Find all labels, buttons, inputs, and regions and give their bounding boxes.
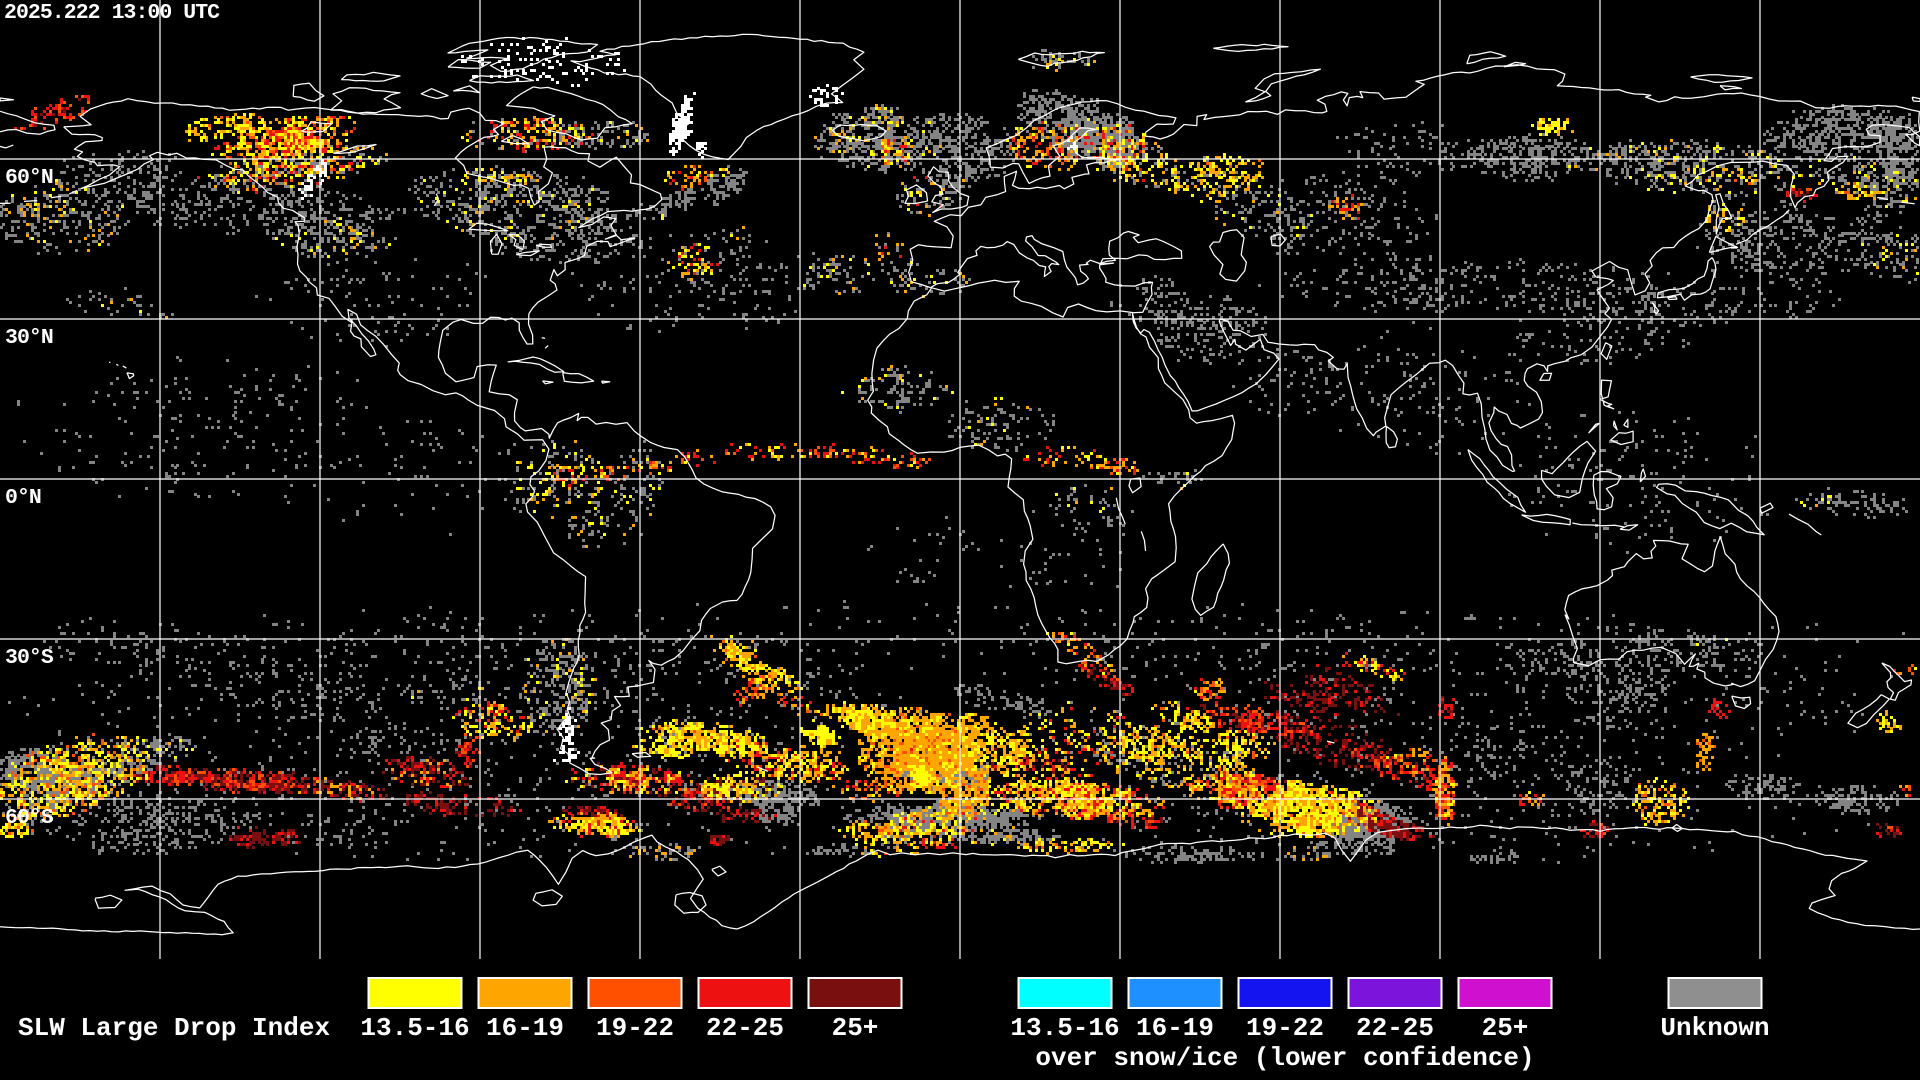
svg-text:19-22: 19-22 (596, 1013, 674, 1043)
svg-text:13.5-16: 13.5-16 (1010, 1013, 1119, 1043)
svg-text:22-25: 22-25 (706, 1013, 784, 1043)
svg-text:Unknown: Unknown (1660, 1013, 1769, 1043)
svg-text:16-19: 16-19 (1136, 1013, 1214, 1043)
svg-text:19-22: 19-22 (1246, 1013, 1324, 1043)
svg-text:60°N: 60°N (5, 166, 53, 190)
svg-text:SLW Large Drop Index: SLW Large Drop Index (18, 1013, 330, 1043)
svg-text:30°N: 30°N (5, 326, 53, 350)
svg-text:22-25: 22-25 (1356, 1013, 1434, 1043)
svg-text:60°S: 60°S (5, 806, 54, 830)
svg-text:13.5-16: 13.5-16 (360, 1013, 469, 1043)
svg-text:25+: 25+ (832, 1013, 879, 1043)
svg-text:0°N: 0°N (5, 486, 41, 510)
svg-text:16-19: 16-19 (486, 1013, 564, 1043)
svg-text:2025.222 13:00 UTC: 2025.222 13:00 UTC (4, 1, 220, 25)
svg-text:25+: 25+ (1482, 1013, 1529, 1043)
svg-text:over snow/ice (lower confidenc: over snow/ice (lower confidence) (1035, 1043, 1534, 1073)
svg-text:30°S: 30°S (5, 646, 54, 670)
